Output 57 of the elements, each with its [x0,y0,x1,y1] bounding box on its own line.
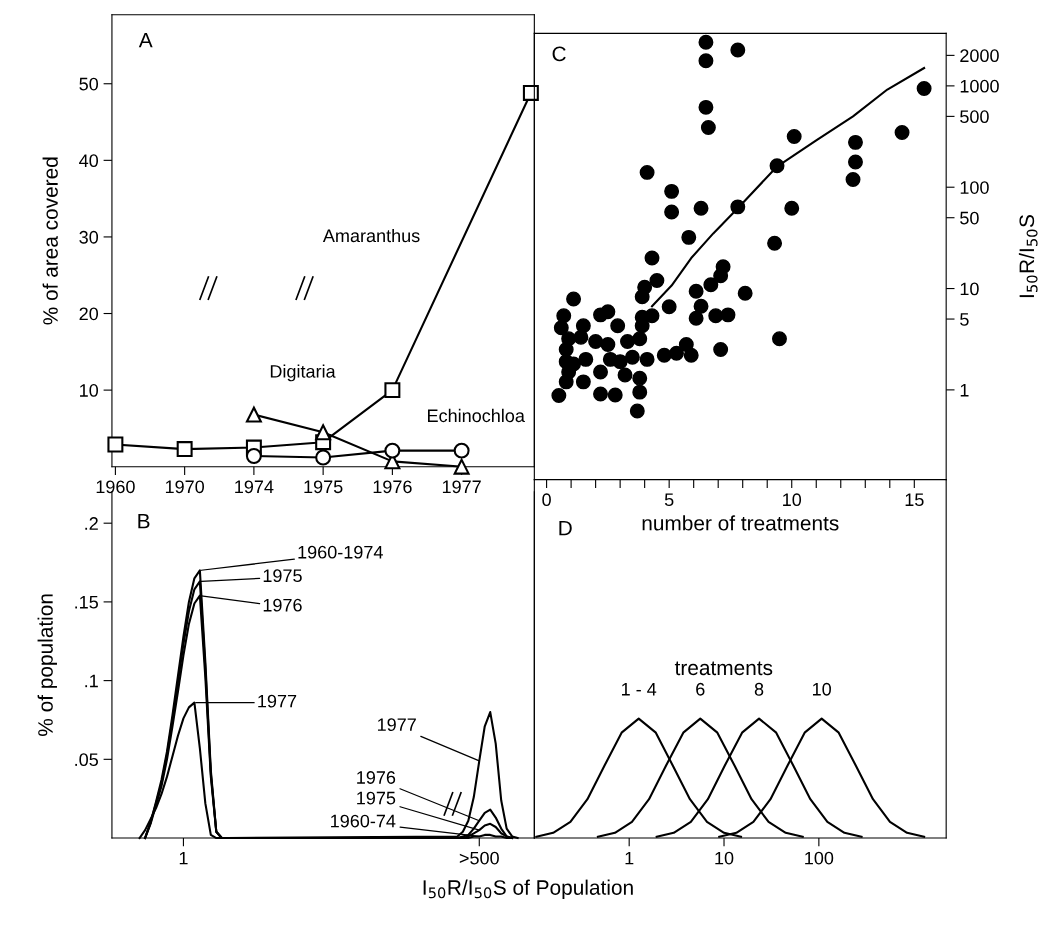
series-label: 8 [754,682,764,696]
y-tick-label: 5 [960,313,969,326]
annotation: 1977 [377,718,416,732]
y-tick-label: 30 [79,230,99,244]
y-tick-label: 100 [960,181,989,194]
legend-label: 1976 [263,598,302,612]
series-label: Digitaria [270,364,336,382]
y-tick-label: 20 [79,307,99,321]
text: Amaranthus [322,228,420,243]
x-tick-label: 1975 [304,480,343,494]
y-tick-label: 500 [960,110,989,124]
annotation: 1976 [357,771,396,784]
y-tick-label: 40 [79,154,99,168]
x-tick-label: 1960 [96,480,135,494]
x-tick-label: 1 [179,851,188,865]
y-tick-label: .05 [75,753,98,767]
x-axis-title: number of treatments [642,515,839,531]
y-axis-title: % of population [37,594,57,736]
x-axis-title: I$_{50}$R/I$_{50}$S of Population [423,879,633,900]
annotation: B [138,513,150,529]
text: treatments [674,661,773,676]
x-tick-label: 10 [783,493,802,507]
x-tick-label: >500 [459,851,499,865]
x-tick-label: 1976 [373,480,412,494]
annotation: 1975 [357,791,396,805]
annotation: A [138,32,153,48]
x-tick-label: 100 [805,851,834,865]
y-tick-label: 1000 [960,79,999,93]
y-tick-label: 1 [960,384,969,397]
series-label: 6 [696,682,705,696]
y-tick-label: 50 [79,77,99,91]
y-tick-label: 50 [960,211,979,225]
y-axis-title: % of area covered [42,157,58,325]
x-tick-label: 0 [542,493,551,507]
x-tick-label: 5 [664,493,674,507]
x-tick-label: 1977 [442,480,481,494]
legend-label: 1977 [258,694,297,708]
annotation: 1960-74 [331,814,396,828]
y-tick-label: .2 [85,517,98,530]
x-tick-label: 10 [715,851,734,865]
y-tick-label: .1 [85,674,98,688]
series-label: Echinochloa [428,408,525,423]
x-tick-label: 15 [905,493,924,507]
legend-label: 1975 [263,569,302,583]
text: D [559,520,572,536]
y-tick-label: 2000 [960,49,999,63]
x-tick-label: 1970 [165,480,205,494]
text: 1960-1974 [298,545,383,559]
series-label: 1 - 4 [622,683,657,696]
annotation: C [552,46,566,62]
series-label: 10 [812,682,831,696]
y-tick-label: .15 [75,596,98,609]
y-tick-label: 10 [80,384,99,397]
y-axis-title: I$_{50}$R/I$_{50}$S [1018,215,1038,298]
x-tick-label: 1 [625,851,634,865]
x-tick-label: 1974 [235,480,274,494]
y-tick-label: 10 [960,282,979,296]
